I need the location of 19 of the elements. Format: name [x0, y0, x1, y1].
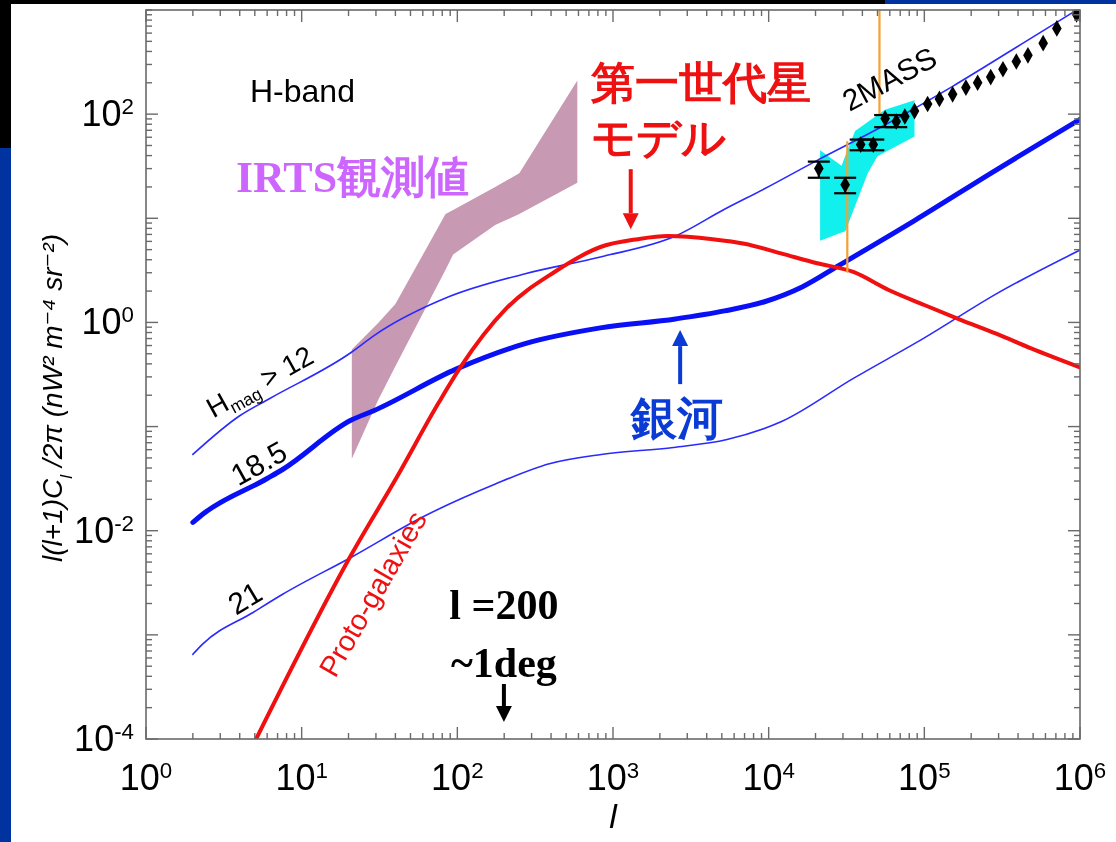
x-tick-label: 10$^{5}$ [898, 757, 951, 798]
y-tick-label: 10$^{0}$ [81, 301, 134, 343]
x-axis-title: l [609, 797, 619, 835]
annotation: IRTS観測値 [236, 153, 470, 202]
x-tick-label: 10$^{1}$ [275, 757, 328, 798]
y-tick-label: 10$^{2}$ [81, 93, 134, 135]
x-tick-label: 10$^{2}$ [431, 757, 484, 798]
annotation: 第一世代星モデル [589, 58, 811, 163]
x-tick-label: 10$^{3}$ [586, 757, 640, 798]
x-tick-label: 10$^{4}$ [742, 757, 795, 798]
annotation: l =200 ~1deg [449, 582, 559, 686]
annotation: 21 [221, 574, 268, 621]
x-tick-label: 10$^{6}$ [1053, 757, 1107, 798]
y-tick-label: 10$^{-4}$ [74, 718, 134, 759]
annotation: H-band [250, 73, 355, 109]
annotation: 18.5 [224, 434, 292, 492]
x-tick-label: 10$^{0}$ [119, 757, 173, 798]
y-tick-label: 10$^{-2}$ [74, 509, 134, 551]
annotation: 銀河 [629, 392, 724, 445]
